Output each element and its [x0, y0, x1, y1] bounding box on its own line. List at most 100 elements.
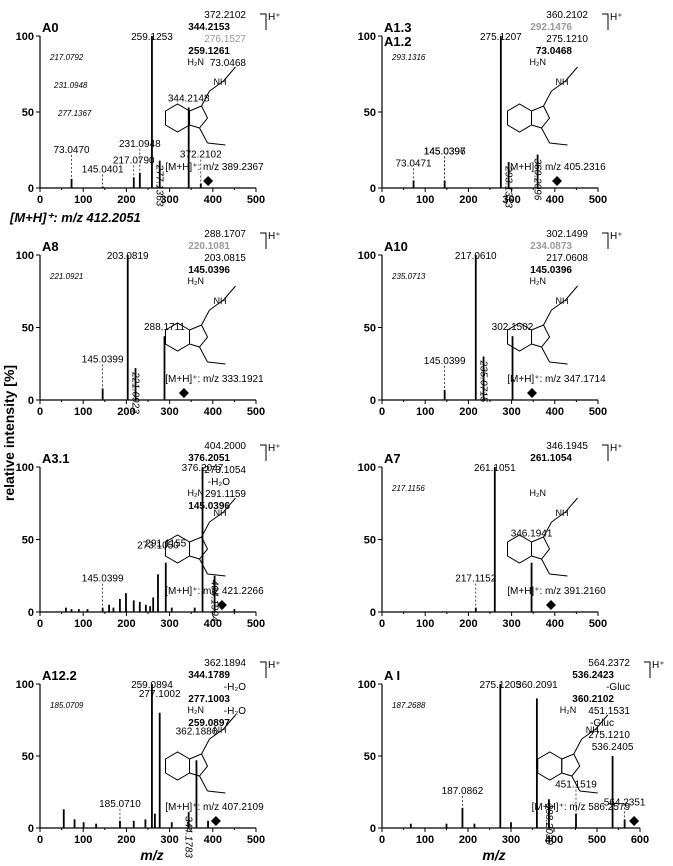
- fragment-annotation: 362.1894: [204, 658, 246, 669]
- svg-text:NH: NH: [556, 296, 569, 306]
- svg-text:NH: NH: [214, 508, 227, 518]
- precursor-diamond: [178, 388, 189, 398]
- peak-label: 277.1002: [139, 689, 181, 700]
- charge-bracket: [260, 232, 267, 249]
- fragment-annotation: 276.1527: [204, 34, 246, 45]
- x-tick-label: 0: [379, 194, 385, 206]
- x-tick-label: 0: [379, 618, 385, 630]
- y-tick-label: 0: [28, 183, 34, 195]
- fragment-annotation: -H₂O: [224, 682, 246, 693]
- x-tick-label: 0: [37, 618, 43, 630]
- y-tick-label: 0: [370, 823, 376, 835]
- peak-label: 288.1711: [144, 322, 185, 333]
- inset-mass: 221.0921: [49, 272, 83, 281]
- y-tick-label: 100: [358, 31, 376, 43]
- inset-mass: 293.1316: [391, 53, 426, 62]
- x-tick-label: 300: [160, 834, 178, 846]
- panel-A10: 0 50 100 0 100 200 300 400 500 A10 217.0610 145.039…: [358, 229, 623, 418]
- charge-label: H⁺: [652, 660, 665, 671]
- fragment-annotation: 451.1531: [588, 706, 630, 717]
- x-tick-label: 500: [247, 406, 265, 418]
- structure-sketch: NH H₂N: [507, 488, 578, 577]
- precursor-diamond: [552, 176, 563, 186]
- charge-bracket: [260, 13, 267, 30]
- x-tick-label: 400: [204, 194, 222, 206]
- x-axis-label-left: m/z: [140, 847, 163, 863]
- fragment-annotation: 292.1476: [530, 22, 572, 33]
- x-tick-label: 100: [74, 406, 92, 418]
- y-tick-label: 0: [370, 183, 376, 195]
- x-tick-label: 0: [379, 406, 385, 418]
- peak-label: 277.1363: [154, 164, 165, 207]
- y-tick-label: 100: [16, 250, 34, 262]
- x-tick-label: 0: [379, 834, 385, 846]
- panel-A0: 0 50 100 0 100 200 300 400 500 A0 259.1253 231.0948…: [16, 10, 281, 207]
- y-tick-label: 100: [16, 679, 34, 691]
- fragment-annotation: 234.0873: [530, 241, 572, 252]
- x-tick-label: 200: [459, 618, 477, 630]
- precursor-text: [M+H]⁺: m/z 391.2160: [507, 586, 606, 597]
- x-tick-label: 200: [117, 834, 135, 846]
- peak-label: 145.0397: [424, 146, 466, 157]
- fragment-annotation: 259.0897: [188, 718, 230, 729]
- svg-text:H₂N: H₂N: [188, 57, 205, 67]
- x-tick-label: 100: [416, 406, 434, 418]
- panel-A1.3: 0 50 100 0 100 200 300 400 500 A1.3A1.2 275.1207 14…: [358, 10, 623, 208]
- precursor-diamond: [545, 600, 556, 610]
- peak-label: 145.0396: [424, 146, 466, 157]
- y-tick-label: 50: [364, 107, 376, 119]
- y-tick-label: 50: [364, 535, 376, 547]
- fragment-annotation: 302.1499: [546, 229, 588, 240]
- charge-label: H⁺: [268, 660, 281, 671]
- fragment-annotation: 203.0815: [204, 253, 246, 264]
- x-tick-label: 200: [459, 194, 477, 206]
- svg-text:H₂N: H₂N: [530, 276, 547, 286]
- x-tick-label: 200: [117, 406, 135, 418]
- fragment-annotation: 261.1054: [530, 453, 572, 464]
- y-tick-label: 0: [28, 395, 34, 407]
- fragment-annotation: 376.2051: [188, 453, 230, 464]
- panel-label: A1.3: [384, 20, 411, 35]
- precursor-diamond: [203, 176, 214, 186]
- precursor-text: [M+H]⁺: m/z 333.1921: [165, 374, 264, 385]
- precursor-diamond: [210, 816, 221, 826]
- x-tick-label: 600: [631, 834, 649, 846]
- x-tick-label: 300: [160, 406, 178, 418]
- charge-label: H⁺: [268, 443, 281, 454]
- inset-mass: 277.1367: [57, 109, 92, 118]
- x-tick-label: 400: [204, 834, 222, 846]
- charge-bracket: [602, 232, 609, 249]
- charge-label: H⁺: [610, 231, 623, 242]
- fragment-annotation: 291.1159: [205, 489, 246, 500]
- fragment-annotation: 145.0396: [530, 265, 572, 276]
- x-tick-label: 200: [459, 406, 477, 418]
- svg-text:NH: NH: [214, 77, 227, 87]
- x-tick-label: 500: [588, 834, 606, 846]
- y-tick-label: 50: [22, 323, 34, 335]
- y-tick-label: 50: [364, 751, 376, 763]
- fragment-annotation: 277.1003: [188, 694, 230, 705]
- x-tick-label: 300: [502, 406, 520, 418]
- y-tick-label: 100: [358, 462, 376, 474]
- peak-label: 221.0923: [130, 371, 141, 414]
- x-tick-label: 400: [204, 618, 222, 630]
- peak-label: 145.0399: [82, 574, 124, 585]
- y-tick-label: 50: [22, 751, 34, 763]
- precursor-note-a8: [M+H]⁺: m/z 412.2051: [9, 210, 141, 225]
- peak-label: 293.1313: [503, 165, 514, 208]
- y-tick-label: 50: [22, 535, 34, 547]
- x-tick-label: 0: [37, 406, 43, 418]
- panel-label: A7: [384, 451, 401, 466]
- fragment-annotation: 275.1210: [546, 34, 588, 45]
- peak-label: 372.2102: [180, 149, 222, 160]
- svg-text:NH: NH: [586, 725, 599, 735]
- peak-label: 217.0610: [455, 251, 497, 262]
- peak-label: 275.1205: [479, 680, 521, 691]
- peak-label: 261.1051: [474, 463, 516, 474]
- inset-mass: 217.0792: [49, 53, 84, 62]
- charge-bracket: [260, 444, 267, 461]
- fragment-annotation: 73.0468: [210, 58, 247, 69]
- inset-mass: 217.1156: [391, 484, 425, 493]
- x-tick-label: 100: [416, 618, 434, 630]
